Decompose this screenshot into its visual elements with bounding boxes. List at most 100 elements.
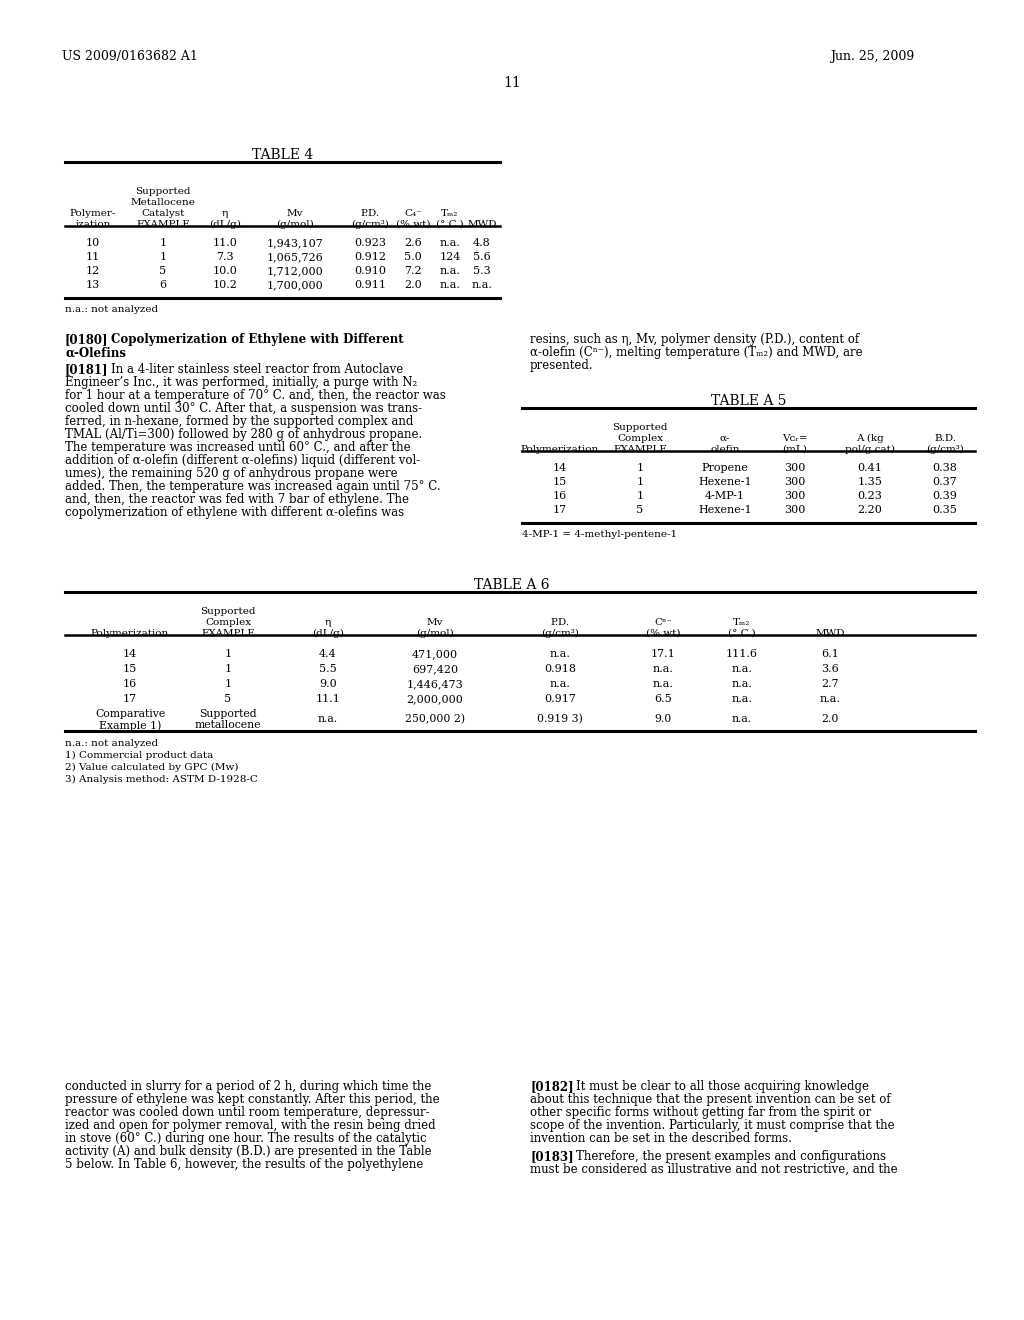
Text: 2.7: 2.7 xyxy=(821,678,839,689)
Text: 12: 12 xyxy=(86,267,100,276)
Text: 11: 11 xyxy=(86,252,100,261)
Text: 0.923: 0.923 xyxy=(354,238,386,248)
Text: (g/mol): (g/mol) xyxy=(416,630,454,638)
Text: 1: 1 xyxy=(224,678,231,689)
Text: in stove (60° C.) during one hour. The results of the catalytic: in stove (60° C.) during one hour. The r… xyxy=(65,1133,427,1144)
Text: Comparative: Comparative xyxy=(95,709,165,719)
Text: n.a.: n.a. xyxy=(732,714,752,723)
Text: TABLE 4: TABLE 4 xyxy=(252,148,313,162)
Text: A (kg: A (kg xyxy=(856,434,884,444)
Text: η: η xyxy=(222,209,228,218)
Text: (g/cm³): (g/cm³) xyxy=(541,630,579,638)
Text: 1: 1 xyxy=(637,477,643,487)
Text: presented.: presented. xyxy=(530,359,594,372)
Text: 0.41: 0.41 xyxy=(857,463,883,473)
Text: n.a.: n.a. xyxy=(550,649,570,659)
Text: 2.20: 2.20 xyxy=(857,506,883,515)
Text: 4-MP-1 = 4-methyl-pentene-1: 4-MP-1 = 4-methyl-pentene-1 xyxy=(522,531,677,539)
Text: 4-MP-1: 4-MP-1 xyxy=(705,491,745,502)
Text: (dL/g): (dL/g) xyxy=(209,220,241,230)
Text: n.a.: n.a. xyxy=(731,678,753,689)
Text: 1,700,000: 1,700,000 xyxy=(266,280,324,290)
Text: n.a.: n.a. xyxy=(819,694,841,704)
Text: Hexene-1: Hexene-1 xyxy=(698,477,752,487)
Text: 1,065,726: 1,065,726 xyxy=(266,252,324,261)
Text: Supported: Supported xyxy=(135,187,190,195)
Text: 2.0: 2.0 xyxy=(404,280,422,290)
Text: 7.3: 7.3 xyxy=(216,252,233,261)
Text: US 2009/0163682 A1: US 2009/0163682 A1 xyxy=(62,50,198,63)
Text: resins, such as η, Mv, polymer density (P.D.), content of: resins, such as η, Mv, polymer density (… xyxy=(530,333,859,346)
Text: Vᴄᵣ=: Vᴄᵣ= xyxy=(782,434,808,444)
Text: n.a.: n.a. xyxy=(439,267,461,276)
Text: α-olefin (Cⁿ⁻), melting temperature (Tₘ₂) and MWD, are: α-olefin (Cⁿ⁻), melting temperature (Tₘ₂… xyxy=(530,346,862,359)
Text: 11.0: 11.0 xyxy=(213,238,238,248)
Text: [0181]: [0181] xyxy=(65,363,109,376)
Text: 250,000 2): 250,000 2) xyxy=(404,714,465,725)
Text: 300: 300 xyxy=(784,477,806,487)
Text: 300: 300 xyxy=(784,506,806,515)
Text: Catalyst: Catalyst xyxy=(141,209,184,218)
Text: Jun. 25, 2009: Jun. 25, 2009 xyxy=(830,50,914,63)
Text: and, then, the reactor was fed with 7 bar of ethylene. The: and, then, the reactor was fed with 7 ba… xyxy=(65,492,409,506)
Text: n.a.: n.a. xyxy=(652,664,674,675)
Text: 17: 17 xyxy=(123,694,137,704)
Text: 5: 5 xyxy=(160,267,167,276)
Text: Tₘ₂: Tₘ₂ xyxy=(441,209,459,218)
Text: 0.23: 0.23 xyxy=(857,491,883,502)
Text: 0.39: 0.39 xyxy=(933,491,957,502)
Text: 9.0: 9.0 xyxy=(319,678,337,689)
Text: other specific forms without getting far from the spirit or: other specific forms without getting far… xyxy=(530,1106,871,1119)
Text: 0.918: 0.918 xyxy=(544,664,575,675)
Text: (g/mol): (g/mol) xyxy=(276,220,314,230)
Text: n.a.: n.a. xyxy=(439,280,461,290)
Text: 5.3: 5.3 xyxy=(473,267,490,276)
Text: Polymerization: Polymerization xyxy=(91,630,169,638)
Text: EXAMPLE: EXAMPLE xyxy=(136,220,189,228)
Text: 0.37: 0.37 xyxy=(933,477,957,487)
Text: 4.4: 4.4 xyxy=(319,649,337,659)
Text: 14: 14 xyxy=(123,649,137,659)
Text: Example 1): Example 1) xyxy=(98,719,161,730)
Text: n.a.: n.a. xyxy=(550,678,570,689)
Text: 124: 124 xyxy=(439,252,461,261)
Text: Polymerization: Polymerization xyxy=(521,445,599,454)
Text: n.a.: not analyzed: n.a.: not analyzed xyxy=(65,739,158,748)
Text: It must be clear to all those acquiring knowledge: It must be clear to all those acquiring … xyxy=(575,1080,869,1093)
Text: Polymer-: Polymer- xyxy=(70,209,116,218)
Text: TABLE A 6: TABLE A 6 xyxy=(474,578,550,591)
Text: 5.6: 5.6 xyxy=(473,252,490,261)
Text: 15: 15 xyxy=(553,477,567,487)
Text: 5 below. In Table 6, however, the results of the polyethylene: 5 below. In Table 6, however, the result… xyxy=(65,1158,423,1171)
Text: [0183]: [0183] xyxy=(530,1150,573,1163)
Text: 16: 16 xyxy=(553,491,567,502)
Text: (mL): (mL) xyxy=(782,445,808,454)
Text: EXAMPLE: EXAMPLE xyxy=(201,630,255,638)
Text: Tₘ₂: Tₘ₂ xyxy=(733,618,751,627)
Text: olefin: olefin xyxy=(711,445,739,454)
Text: 6.5: 6.5 xyxy=(654,694,672,704)
Text: Supported: Supported xyxy=(201,607,256,616)
Text: 1: 1 xyxy=(224,649,231,659)
Text: addition of α-olefin (different α-olefins) liquid (different vol-: addition of α-olefin (different α-olefin… xyxy=(65,454,420,467)
Text: (° C.): (° C.) xyxy=(728,630,756,638)
Text: 5.5: 5.5 xyxy=(319,664,337,675)
Text: (g/cm³): (g/cm³) xyxy=(926,445,964,454)
Text: 0.917: 0.917 xyxy=(544,694,575,704)
Text: 0.912: 0.912 xyxy=(354,252,386,261)
Text: (dL/g): (dL/g) xyxy=(312,630,344,638)
Text: Supported: Supported xyxy=(200,709,257,719)
Text: [0180]: [0180] xyxy=(65,333,109,346)
Text: about this technique that the present invention can be set of: about this technique that the present in… xyxy=(530,1093,891,1106)
Text: n.a.: not analyzed: n.a.: not analyzed xyxy=(65,305,158,314)
Text: Hexene-1: Hexene-1 xyxy=(698,506,752,515)
Text: ization: ization xyxy=(76,220,111,228)
Text: Complex: Complex xyxy=(205,618,251,627)
Text: 1.35: 1.35 xyxy=(857,477,883,487)
Text: 3) Analysis method: ASTM D-1928-C: 3) Analysis method: ASTM D-1928-C xyxy=(65,775,258,784)
Text: n.a.: n.a. xyxy=(317,714,338,723)
Text: 1,943,107: 1,943,107 xyxy=(266,238,324,248)
Text: n.a.: n.a. xyxy=(731,664,753,675)
Text: Complex: Complex xyxy=(616,434,664,444)
Text: (% wt): (% wt) xyxy=(395,220,430,228)
